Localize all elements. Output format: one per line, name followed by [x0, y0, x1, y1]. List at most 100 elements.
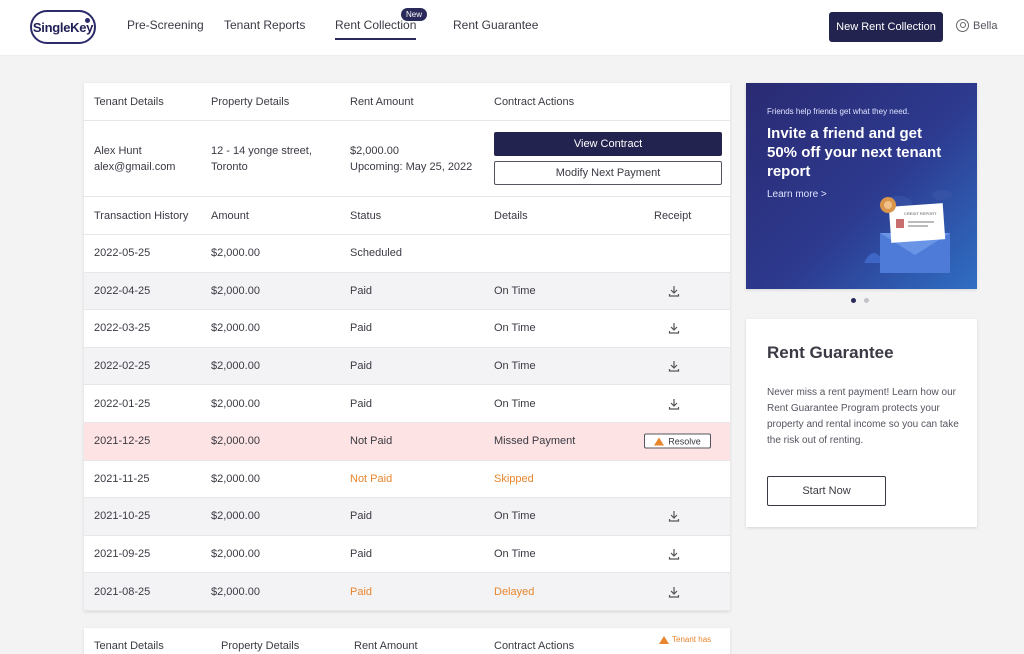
- download-receipt-icon[interactable]: [668, 322, 680, 335]
- new-rent-collection-button[interactable]: New Rent Collection: [829, 12, 943, 42]
- singlekey-logo[interactable]: SingleKey: [30, 10, 96, 44]
- rent-upcoming: Upcoming: May 25, 2022: [350, 161, 473, 173]
- transaction-status: Paid: [350, 510, 373, 523]
- credit-report-illustration: CREDIT REPORT: [864, 190, 952, 273]
- card2-header-property-details: Property Details: [221, 640, 300, 652]
- transaction-amount: $2,000.00: [211, 397, 260, 410]
- transaction-status: Paid: [350, 322, 373, 335]
- tenant-details: Alex Hunt alex@gmail.com: [94, 143, 175, 175]
- warning-icon: [654, 437, 665, 446]
- download-receipt-icon[interactable]: [668, 510, 680, 523]
- transaction-status: Not Paid: [350, 435, 393, 448]
- transaction-date: 2022-05-25: [94, 247, 151, 260]
- transaction-date: 2021-11-25: [94, 472, 150, 485]
- header-property-details: Property Details: [211, 95, 290, 108]
- user-icon: [956, 19, 969, 32]
- tenant-email: alex@gmail.com: [94, 161, 176, 173]
- banner-subtitle: Friends help friends get what they need.: [767, 107, 910, 116]
- card2-header-rent-amount: Rent Amount: [354, 640, 418, 652]
- transaction-details: Delayed: [494, 585, 535, 598]
- referral-banner[interactable]: Friends help friends get what they need.…: [746, 83, 977, 289]
- transaction-amount: $2,000.00: [211, 284, 260, 297]
- transaction-row: 2021-09-25 $2,000.00 Paid On Time: [84, 536, 730, 574]
- download-receipt-icon[interactable]: [668, 360, 680, 372]
- nav-pre-screening[interactable]: Pre-Screening: [127, 18, 204, 32]
- carousel-dot-2[interactable]: [864, 298, 869, 303]
- transaction-row: 2021-08-25 $2,000.00 Paid Delayed: [84, 573, 730, 611]
- tenant-warning-text: Tenant has: [672, 635, 712, 644]
- credit-report-label: CREDIT REPORT: [904, 211, 937, 216]
- rent-guarantee-title: Rent Guarantee: [767, 343, 894, 362]
- transaction-details: Missed Payment: [494, 435, 576, 448]
- property-line1: 12 - 14 yonge street,: [211, 145, 312, 157]
- transaction-date: 2021-12-25: [94, 435, 151, 448]
- nav-tenant-reports[interactable]: Tenant Reports: [224, 18, 306, 32]
- card2-header-tenant-details: Tenant Details: [94, 640, 164, 652]
- transaction-row: 2021-12-25 $2,000.00 Not Paid Missed Paymen…: [84, 423, 730, 461]
- property-details: 12 - 14 yonge street, Toronto: [211, 143, 312, 175]
- rent-details: $2,000.00 Upcoming: May 25, 2022: [350, 143, 472, 175]
- header-tenant-details: Tenant Details: [94, 95, 164, 108]
- transaction-amount: $2,000.00: [211, 472, 260, 485]
- logo-text: SingleKey: [32, 19, 94, 35]
- tenant-name: Alex Hunt: [94, 145, 142, 157]
- transaction-details: On Time: [494, 397, 536, 410]
- transaction-row: 2021-10-25 $2,000.00 Paid On Time: [84, 498, 730, 536]
- carousel-dot-1[interactable]: [851, 298, 856, 303]
- transaction-date: 2022-03-25: [94, 322, 151, 335]
- transaction-date: 2021-09-25: [94, 548, 151, 561]
- transaction-amount: $2,000.00: [211, 435, 260, 448]
- tenant-card-2: Tenant Details Property Details Rent Amo…: [84, 628, 730, 654]
- rent-guarantee-description: Never miss a rent payment! Learn how our…: [767, 387, 959, 446]
- user-menu[interactable]: Bella: [956, 19, 997, 32]
- start-now-button[interactable]: Start Now: [767, 476, 886, 506]
- header-status: Status: [350, 209, 382, 222]
- banner-headline: Invite a friend and get 50% off your nex…: [767, 125, 942, 180]
- transaction-status: Paid: [350, 585, 373, 598]
- transaction-row: 2021-11-25 $2,000.00 Not Paid Skipped: [84, 461, 730, 499]
- transaction-status: Scheduled: [350, 247, 402, 260]
- transaction-date: 2021-10-25: [94, 510, 151, 523]
- logo-dot: [85, 18, 90, 23]
- learn-more-link[interactable]: Learn more >: [767, 189, 827, 200]
- transaction-status: Paid: [350, 360, 373, 373]
- modify-next-payment-button[interactable]: Modify Next Payment: [494, 161, 722, 185]
- tenant-warning: Tenant has: [659, 635, 711, 644]
- transaction-status: Not Paid: [350, 472, 393, 485]
- carousel-dots: [851, 298, 869, 303]
- nav-rent-collection[interactable]: Rent Collection: [335, 18, 417, 40]
- transaction-row: 2022-04-25 $2,000.00 Paid On Time: [84, 272, 730, 311]
- rent-guarantee-card: Rent Guarantee Never miss a rent payment…: [746, 319, 977, 527]
- transaction-row: 2022-03-25 $2,000.00 Paid On Time: [84, 310, 730, 348]
- transaction-date: 2022-01-25: [94, 397, 151, 410]
- transaction-date: 2022-02-25: [94, 360, 151, 373]
- property-line2: Toronto: [211, 161, 248, 173]
- warning-icon: [659, 635, 669, 644]
- transaction-amount: $2,000.00: [211, 548, 260, 561]
- transaction-details: Skipped: [494, 472, 534, 485]
- resolve-label: Resolve: [668, 436, 701, 447]
- new-badge: New: [401, 8, 428, 21]
- download-receipt-icon[interactable]: [668, 586, 680, 598]
- transaction-details: On Time: [494, 322, 536, 335]
- transaction-date: 2022-04-25: [94, 284, 151, 297]
- nav-rent-guarantee[interactable]: Rent Guarantee: [453, 18, 539, 32]
- tenant-header-row: Tenant Details Property Details Rent Amo…: [84, 83, 730, 121]
- transaction-details: On Time: [494, 360, 536, 373]
- download-receipt-icon[interactable]: [668, 548, 680, 560]
- header-amount: Amount: [211, 209, 249, 222]
- header-details: Details: [494, 209, 528, 222]
- download-receipt-icon[interactable]: [668, 398, 680, 410]
- view-contract-button[interactable]: View Contract: [494, 132, 722, 156]
- transaction-amount: $2,000.00: [211, 360, 260, 373]
- transaction-amount: $2,000.00: [211, 247, 260, 260]
- tenant-info-row: Alex Hunt alex@gmail.com 12 - 14 yonge s…: [84, 121, 730, 197]
- download-receipt-icon[interactable]: [668, 285, 680, 297]
- resolve-button[interactable]: Resolve: [644, 433, 711, 449]
- header-transaction-history: Transaction History: [94, 209, 189, 222]
- transaction-row: 2022-05-25 $2,000.00 Scheduled: [84, 235, 730, 273]
- transaction-status: Paid: [350, 548, 373, 561]
- transaction-details: On Time: [494, 284, 536, 297]
- transaction-amount: $2,000.00: [211, 322, 260, 335]
- transaction-status: Paid: [350, 397, 373, 410]
